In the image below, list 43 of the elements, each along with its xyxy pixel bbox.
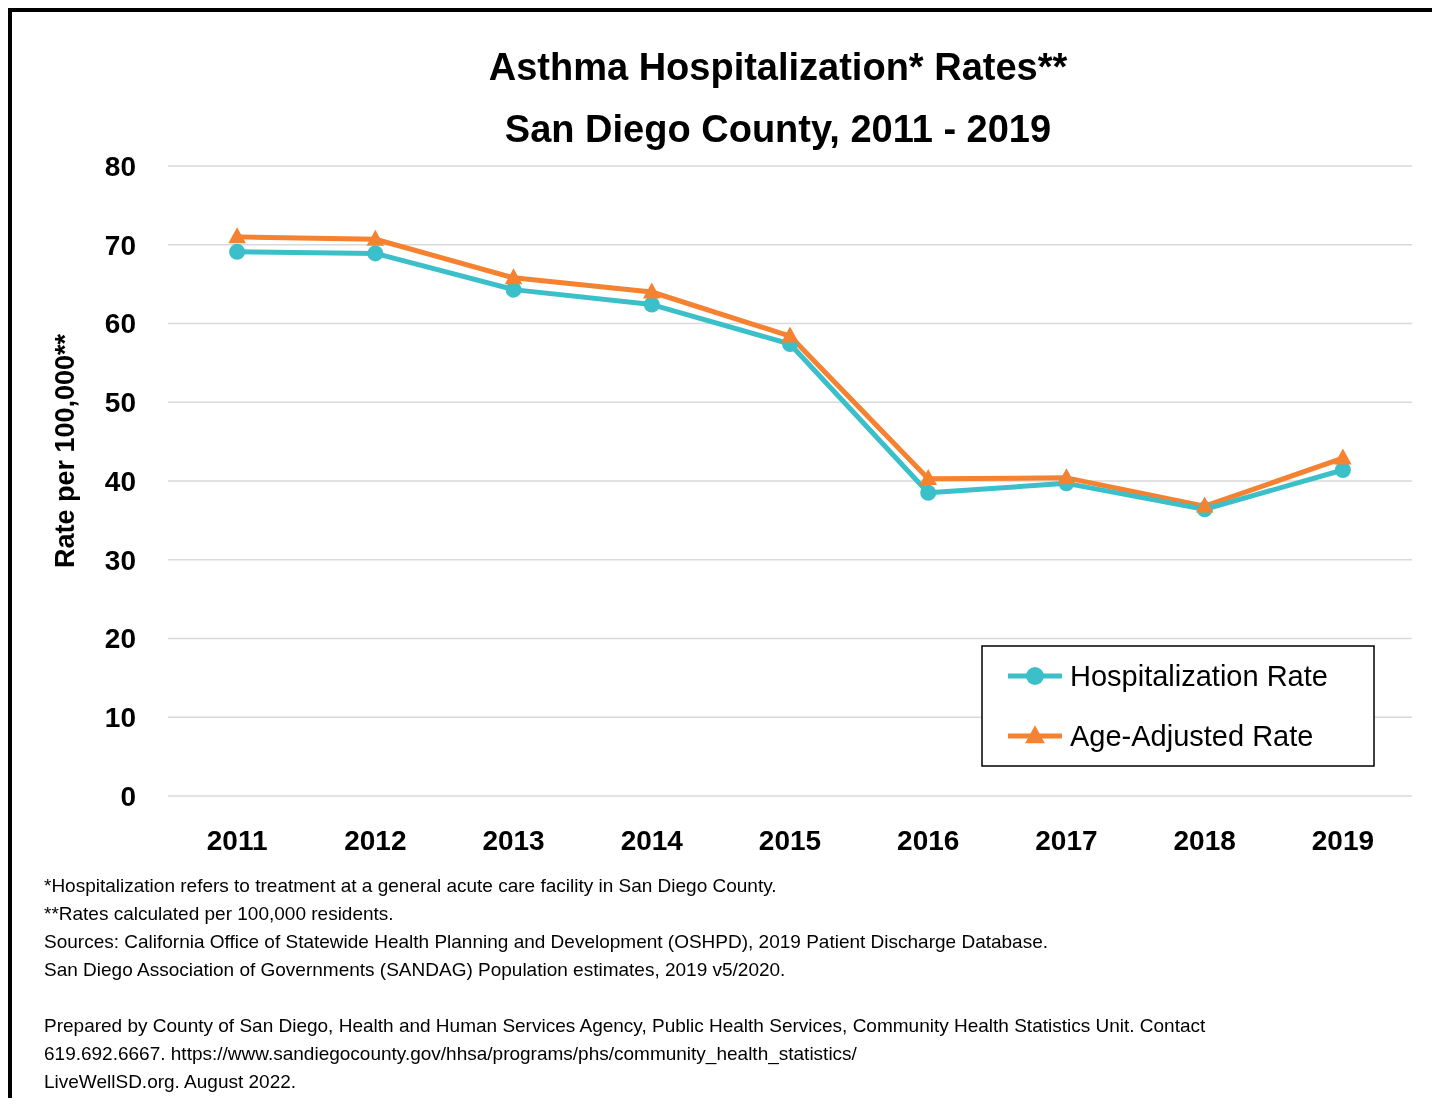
- source-note: Sources: California Office of Statewide Health Planning and Development (OSHPD), 2019 Patient Discharge Database.: [44, 931, 1049, 952]
- point: [367, 245, 384, 262]
- y-tick-label: 80: [104, 150, 136, 182]
- y-tick-label: 0: [120, 780, 136, 812]
- x-tick-label: 2013: [482, 825, 545, 856]
- text: 619.692.6667. https://www.sandiegocounty.gov/hhsa/programs/phs/community_health_statistics/: [44, 1043, 858, 1065]
- y-tick-label: 50: [104, 387, 136, 419]
- x-tick-label: 2019: [1311, 825, 1375, 856]
- point: [504, 268, 523, 285]
- text: LiveWellSD.org. August 2022.: [44, 1071, 297, 1092]
- y-tick-label: 70: [104, 229, 136, 261]
- x-tick-label: 2012: [344, 825, 407, 856]
- text: Prepared by County of San Diego, Health and Human Services Agency, Public Health Services, Community Health Statistics Unit. Contact: [44, 1015, 1207, 1036]
- chart-subtitle: San Diego County, 2011 - 2019: [504, 108, 1052, 150]
- x-tick-label: 2014: [620, 825, 684, 856]
- legend-label: Age-Adjusted Rate: [1070, 720, 1314, 753]
- y-tick-label: 10: [104, 702, 136, 734]
- point: [1334, 448, 1352, 465]
- x-tick-label: 2017: [1035, 825, 1098, 856]
- x-tick-label: 2018: [1173, 825, 1236, 856]
- point: [642, 282, 661, 299]
- point: [228, 227, 246, 244]
- chart-title: Asthma Hospitalization* Rates**: [488, 46, 1068, 88]
- y-tick-label: 30: [104, 544, 136, 576]
- y-tick-label: 40: [104, 465, 136, 497]
- y-axis-title: Rate per 100,000**: [50, 333, 80, 569]
- x-tick-label: 2015: [758, 825, 822, 856]
- text: *Hospitalization refers to treatment at a general acute care facility in San Diego County.: [44, 875, 777, 896]
- point: [229, 243, 246, 260]
- y-tick-label: 20: [104, 623, 136, 655]
- point: [366, 229, 385, 246]
- text: **Rates calculated per 100,000 residents.: [44, 903, 394, 924]
- point: [920, 484, 937, 501]
- legend-label: Hospitalization Rate: [1070, 660, 1328, 693]
- point: [1195, 496, 1214, 513]
- x-tick-label: 2011: [206, 825, 268, 856]
- y-tick-label: 60: [104, 308, 136, 340]
- point: [643, 296, 660, 313]
- point: [781, 326, 799, 343]
- x-tick-label: 2016: [897, 825, 960, 856]
- point: [1057, 468, 1076, 485]
- text: San Diego Association of Governments (SANDAG) Population estimates, 2019 v5/2020.: [44, 959, 786, 980]
- point: [919, 469, 938, 486]
